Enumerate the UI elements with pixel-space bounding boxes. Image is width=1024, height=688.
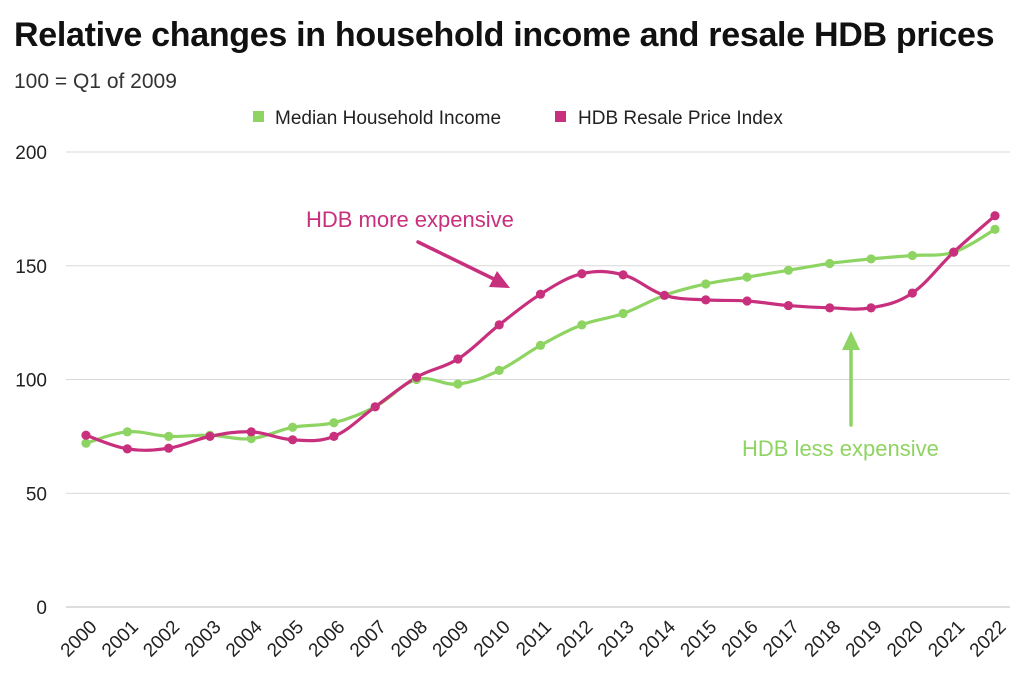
x-tick-label: 2010 (470, 617, 515, 662)
data-point-hdb-2014 (659, 290, 670, 300)
data-point-hdb-2001 (122, 444, 132, 454)
data-point-income-2005 (287, 422, 298, 432)
data-point-income-2012 (577, 320, 587, 330)
data-point-income-2009 (453, 379, 463, 389)
y-axis-ticks: 0 50 100 150 200 (15, 143, 47, 619)
data-point-income-2000 (81, 438, 91, 448)
x-tick-label: 2000 (57, 617, 102, 662)
annotation-hdb-more-expensive: HDB more expensive (306, 207, 514, 232)
x-tick-label: 2018 (801, 617, 846, 662)
x-tick-label: 2006 (305, 617, 350, 662)
data-point-hdb-2005 (287, 435, 298, 445)
legend-label-income: Median Household Income (275, 108, 501, 129)
series-line-income (85, 227, 996, 445)
x-tick-label: 2021 (924, 617, 969, 662)
data-point-hdb-2010 (494, 320, 504, 330)
data-point-income-2004 (246, 434, 256, 444)
data-point-income-2006 (329, 418, 339, 428)
x-tick-label: 2013 (594, 617, 639, 662)
data-point-hdb-2012 (577, 269, 587, 279)
arrow-head-more (489, 271, 510, 288)
legend: Median Household Income HDB Resale Price … (253, 108, 783, 129)
x-tick-label: 2022 (966, 617, 1011, 662)
data-point-hdb-2003 (205, 431, 215, 441)
x-tick-label: 2008 (387, 617, 432, 662)
data-point-hdb-2006 (329, 431, 339, 441)
data-point-hdb-2009 (453, 354, 463, 364)
x-tick-label: 2012 (553, 617, 598, 662)
x-tick-label: 2001 (98, 617, 143, 662)
arrow-shaft-more (416, 240, 502, 284)
x-tick-label: 2011 (512, 617, 556, 661)
data-point-income-2018 (825, 258, 835, 269)
y-tick-label: 0 (36, 598, 47, 619)
data-point-income-2017 (783, 265, 794, 275)
data-point-income-2019 (866, 254, 876, 264)
x-tick-label: 2002 (139, 617, 184, 662)
legend-marker-hdb (555, 111, 566, 122)
data-point-hdb-2013 (618, 270, 628, 280)
series-points (81, 211, 1000, 454)
data-point-hdb-2020 (907, 288, 917, 298)
x-axis-ticks: 2000200120022003200420052006200720082009… (57, 616, 1011, 661)
data-point-income-2002 (164, 431, 174, 441)
data-point-hdb-2021 (949, 247, 959, 257)
x-tick-label: 2014 (635, 616, 680, 661)
data-point-hdb-2022 (990, 211, 1000, 221)
data-point-income-2015 (701, 279, 711, 289)
y-tick-label: 150 (15, 257, 47, 278)
data-point-hdb-2011 (535, 289, 546, 299)
data-point-income-2022 (990, 224, 1000, 234)
annotation-hdb-less-expensive: HDB less expensive (742, 436, 939, 461)
series-lines (85, 214, 997, 452)
data-point-hdb-2018 (825, 303, 835, 313)
x-tick-label: 2007 (346, 617, 391, 662)
data-point-hdb-2015 (701, 295, 711, 305)
data-point-income-2010 (494, 365, 504, 375)
data-point-hdb-2002 (164, 443, 174, 453)
y-tick-label: 50 (26, 484, 47, 505)
legend-marker-income (253, 111, 264, 122)
data-point-hdb-2000 (81, 430, 91, 440)
annotations: HDB more expensive HDB less expensive (306, 207, 939, 461)
data-point-hdb-2008 (411, 372, 422, 382)
x-tick-label: 2005 (263, 617, 308, 662)
x-tick-label: 2004 (222, 616, 267, 661)
data-point-income-2011 (535, 340, 546, 350)
gridlines (66, 151, 1010, 608)
data-point-hdb-2007 (370, 402, 380, 412)
y-tick-label: 200 (15, 143, 47, 164)
x-tick-label: 2020 (883, 617, 928, 662)
data-point-income-2001 (122, 427, 132, 437)
data-point-hdb-2016 (742, 296, 752, 306)
y-tick-label: 100 (15, 371, 47, 392)
chart-title: Relative changes in household income and… (14, 16, 995, 54)
x-tick-label: 2009 (429, 617, 474, 662)
data-point-hdb-2004 (246, 427, 256, 437)
x-tick-label: 2015 (677, 617, 722, 662)
x-tick-label: 2016 (718, 617, 763, 662)
series-line-hdb (85, 214, 997, 452)
x-tick-label: 2017 (759, 617, 804, 662)
data-point-income-2020 (907, 250, 917, 261)
arrow-head-less (842, 331, 860, 350)
data-point-hdb-2019 (866, 303, 876, 313)
chart-subtitle: 100 = Q1 of 2009 (14, 70, 177, 93)
x-tick-label: 2019 (842, 617, 887, 662)
data-point-income-2013 (618, 308, 628, 319)
legend-label-hdb: HDB Resale Price Index (578, 108, 783, 129)
data-point-hdb-2017 (783, 300, 794, 311)
x-tick-label: 2003 (181, 617, 226, 662)
data-point-income-2016 (742, 272, 752, 282)
